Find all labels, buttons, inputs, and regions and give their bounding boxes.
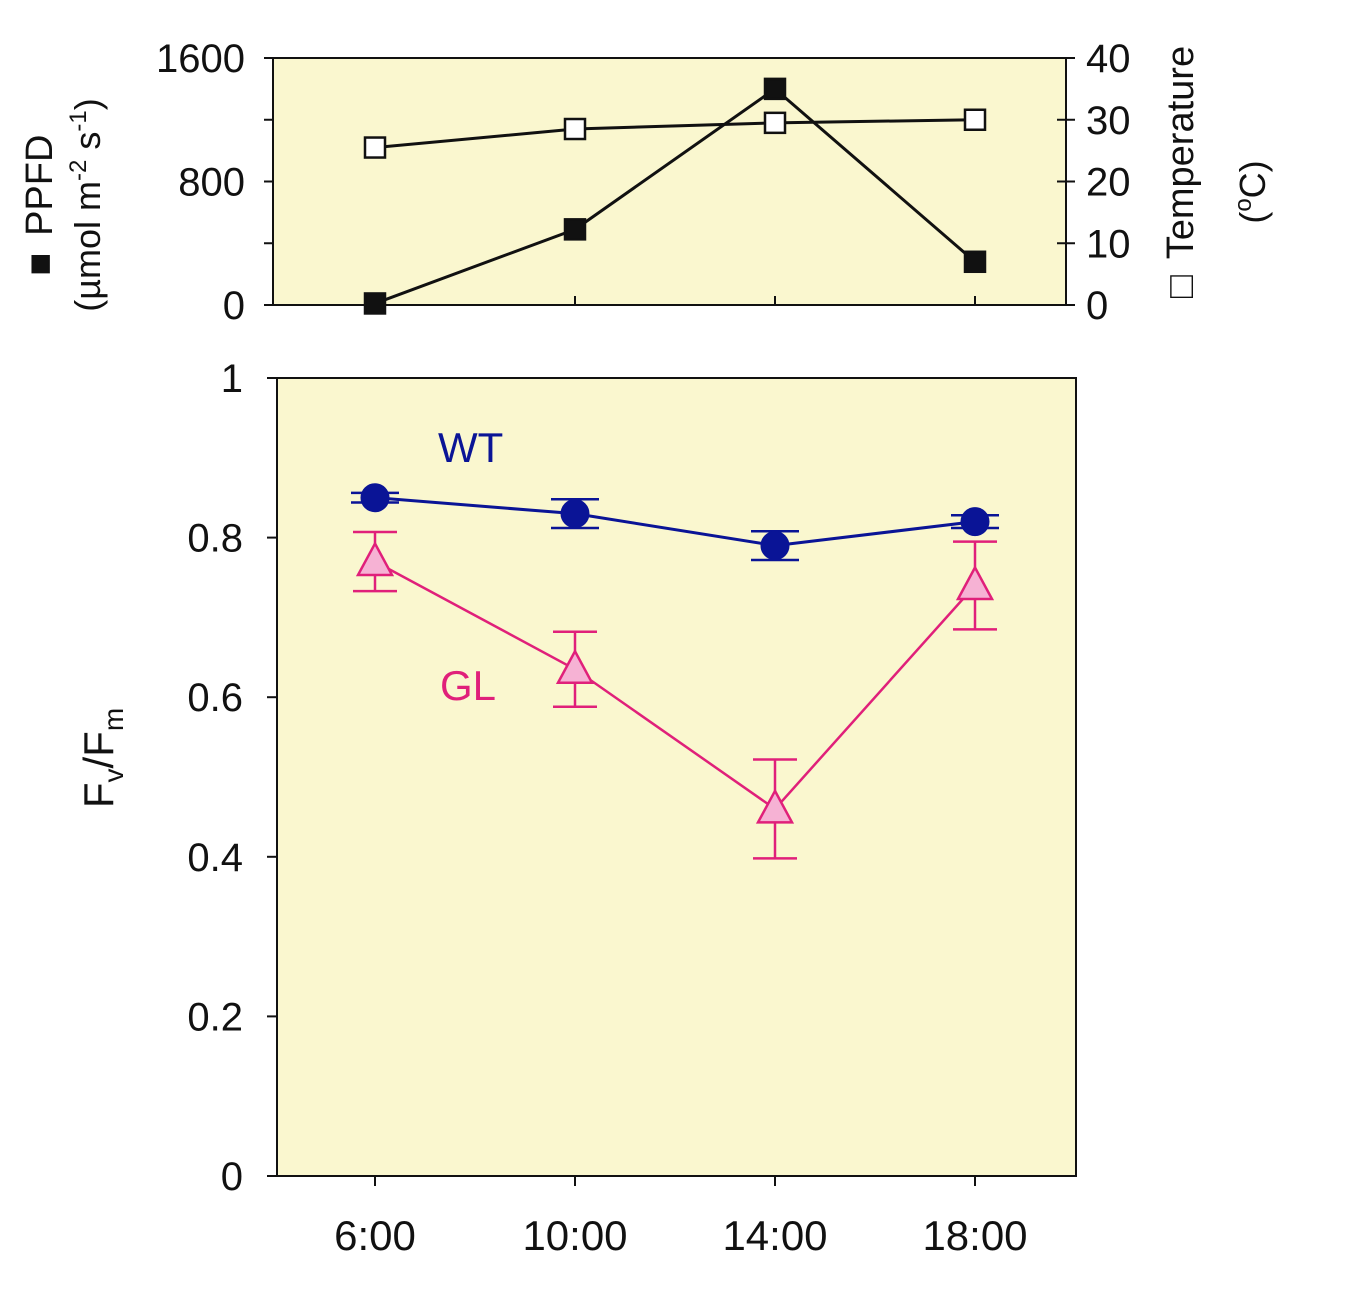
temperature-axis-title: □ Temperature	[1160, 46, 1202, 298]
bottom-y-tick-label: 0.6	[187, 676, 243, 720]
temperature-marker	[363, 136, 387, 159]
bottom-y-tick-label: 0.2	[187, 995, 243, 1039]
ppfd-marker	[763, 77, 787, 101]
svg-text:(oC): (oC)	[1230, 160, 1273, 223]
ppfd-axis-label: PPFD	[19, 135, 61, 236]
temperature-marker	[963, 108, 987, 131]
temperature-legend-marker: □	[1160, 275, 1202, 298]
top-right-tick-label: 20	[1086, 161, 1131, 205]
gl-marker	[755, 788, 795, 824]
ppfd-marker	[963, 250, 987, 274]
top-left-tick-label: 800	[178, 161, 245, 205]
temperature-marker	[563, 117, 587, 141]
ppfd-axis-unit: (µmol m-2 s-1)	[65, 98, 108, 311]
temperature-axis-label: Temperature	[1160, 46, 1202, 259]
ppfd-axis-title: ■ PPFD	[19, 135, 61, 276]
top-left-tick-labels: 0 800 1600	[156, 37, 245, 328]
temperature-marker	[763, 111, 787, 135]
gl-marker	[955, 564, 995, 601]
ppfd-line	[374, 86, 976, 305]
bottom-y-tick-label: 0	[221, 1155, 243, 1199]
ppfd-marker	[563, 218, 587, 241]
x-tick-label: 10:00	[522, 1212, 627, 1259]
wt-marker	[960, 507, 990, 537]
x-tick-label: 6:00	[334, 1212, 416, 1259]
wt-line	[374, 496, 976, 548]
wt-series-label: WT	[438, 424, 503, 471]
ppfd-marker	[363, 292, 387, 315]
x-tick-label: 18:00	[922, 1212, 1027, 1259]
svg-text:Fv/Fm: Fv/Fm	[75, 708, 129, 808]
x-tick-labels: 6:00 10:00 14:00 18:00	[334, 1212, 1027, 1259]
wt-marker	[560, 499, 590, 529]
wt-marker	[760, 531, 790, 561]
bottom-y-tick-label: 0.8	[187, 517, 243, 561]
bottom-panel: 0 0.2 0.4 0.6 0.8 1 6:00 10:00 14:00 18:00 WT GL…	[75, 357, 1077, 1259]
wt-marker	[360, 483, 390, 513]
bottom-y-tick-label: 0.4	[187, 836, 243, 880]
bottom-plot-area	[276, 377, 1077, 1177]
top-right-tick-label: 0	[1086, 284, 1108, 328]
top-right-tick-label: 10	[1086, 222, 1131, 266]
top-left-tick-label: 1600	[156, 37, 245, 81]
bottom-y-tick-label: 1	[221, 357, 243, 401]
top-left-tick-label: 0	[223, 284, 245, 328]
svg-text:□ Temperature: □ Temperature	[1160, 46, 1202, 298]
temperature-line	[374, 118, 976, 150]
top-series	[363, 77, 987, 315]
fvfm-axis-title: Fv/Fm	[75, 708, 129, 808]
ppfd-legend-marker: ■	[19, 252, 61, 275]
gl-line	[374, 560, 976, 811]
svg-text:(µmol m-2 s-1): (µmol m-2 s-1)	[65, 98, 108, 311]
bottom-series	[351, 483, 999, 860]
top-right-tick-labels: 0 10 20 30 40	[1086, 37, 1131, 328]
top-right-tick-label: 40	[1086, 37, 1131, 81]
temperature-axis-unit: (oC)	[1230, 160, 1273, 223]
top-plot-area	[272, 57, 1067, 306]
svg-text:■ PPFD: ■ PPFD	[19, 135, 61, 276]
gl-series-label: GL	[440, 662, 496, 709]
gl-marker	[355, 540, 395, 577]
top-right-tick-label: 30	[1086, 99, 1131, 143]
bottom-y-tick-labels: 0 0.2 0.4 0.6 0.8 1	[187, 357, 243, 1199]
top-panel: 0 800 1600 0 10 20 30 40 ■ PPFD (µmol m-2 s-1)…	[19, 37, 1273, 328]
gl-marker	[555, 648, 595, 685]
bottom-tick-marks	[267, 377, 976, 1186]
x-tick-label: 14:00	[722, 1212, 827, 1259]
